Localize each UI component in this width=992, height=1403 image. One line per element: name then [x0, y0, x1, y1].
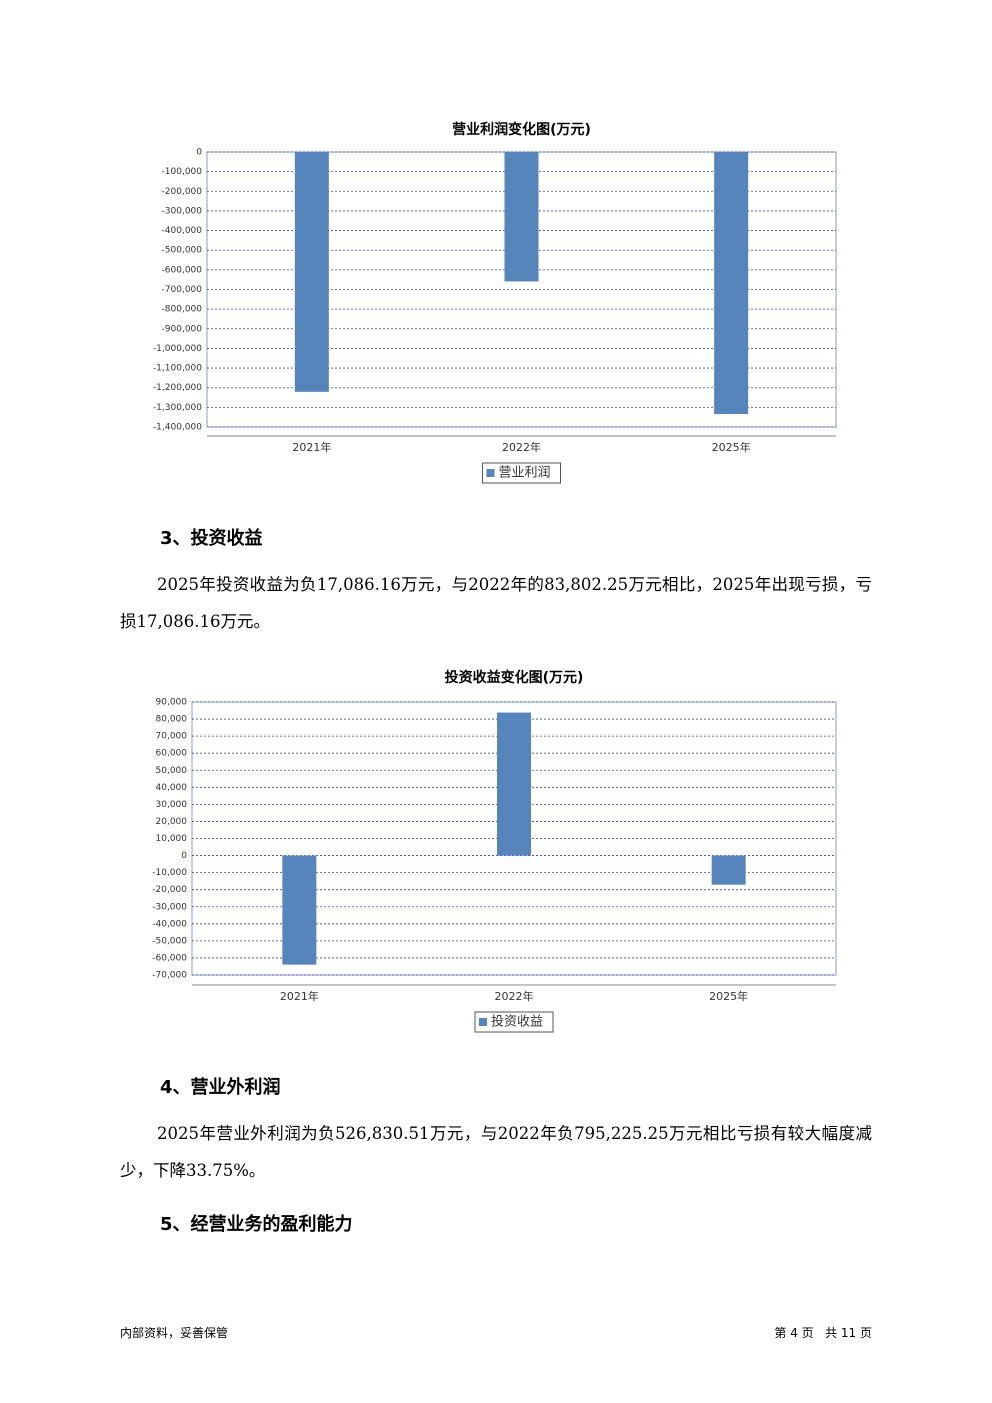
- bar: [504, 152, 539, 282]
- y-tick-label: -700,000: [162, 285, 203, 295]
- y-tick-label: -70,000: [152, 971, 187, 981]
- chart: 投资收益变化图(万元) 90,000 80,000 70,000 60,000 50,00…: [152, 669, 837, 1033]
- bar: [497, 712, 531, 856]
- legend-box: [482, 462, 561, 484]
- footer-left: 内部资料，妥善保管: [120, 1326, 229, 1340]
- y-tick-label: -200,000: [162, 187, 203, 197]
- legend-swatch: [486, 469, 495, 477]
- y-tick-label: -400,000: [162, 226, 203, 236]
- y-tick-label: -1,100,000: [153, 364, 202, 374]
- y-tick-label: 10,000: [156, 834, 188, 844]
- y-tick-label: 0: [181, 851, 187, 861]
- chart: 营业利润变化图(万元) 0 -100,000 -200,000 -300,000 -400…: [153, 121, 837, 484]
- y-tick-label: 50,000: [156, 766, 188, 776]
- legend-label: 营业利润: [499, 466, 551, 481]
- y-tick-label: 70,000: [156, 732, 188, 742]
- y-tick-label: -30,000: [152, 902, 187, 912]
- paragraph: 2025年投资收益为负17,086.16万元，与2022年的83,802.25万…: [120, 575, 872, 631]
- bar: [711, 855, 746, 885]
- legend-swatch: [479, 1018, 487, 1026]
- y-tick-label: 80,000: [156, 715, 188, 725]
- y-tick-label: -900,000: [162, 324, 203, 334]
- legend-box: [474, 1011, 554, 1033]
- y-tick-label: 30,000: [156, 800, 188, 810]
- x-tick-label: 2021年: [292, 440, 331, 454]
- bar: [294, 152, 329, 392]
- x-tick-label: 2025年: [709, 989, 748, 1003]
- chart-title: 营业利润变化图(万元): [452, 121, 591, 138]
- y-tick-label: 0: [196, 148, 202, 158]
- section-heading: 5、经营业务的盈利能力: [160, 1214, 353, 1235]
- y-tick-label: -1,300,000: [153, 403, 202, 413]
- y-tick-label: 60,000: [156, 749, 188, 759]
- section-heading: 3、投资收益: [160, 528, 263, 549]
- y-tick-label: 20,000: [156, 817, 188, 827]
- y-tick-label: -300,000: [162, 206, 203, 216]
- x-tick-label: 2021年: [280, 989, 319, 1003]
- y-tick-label: -1,400,000: [153, 423, 202, 433]
- y-tick-label: -100,000: [162, 167, 203, 177]
- chart-title: 投资收益变化图(万元): [445, 669, 584, 686]
- bar: [714, 152, 749, 415]
- y-tick-label: -10,000: [152, 868, 187, 878]
- bar: [282, 855, 317, 965]
- y-tick-label: -1,200,000: [153, 383, 202, 393]
- y-tick-label: -800,000: [162, 305, 203, 315]
- y-tick-label: -20,000: [152, 885, 187, 895]
- section-heading: 4、营业外利润: [160, 1077, 281, 1098]
- y-tick-label: -600,000: [162, 265, 203, 275]
- paragraph: 2025年营业外利润为负526,830.51万元，与2022年负795,225.…: [120, 1124, 872, 1180]
- y-tick-label: -500,000: [162, 246, 203, 256]
- y-tick-label: -60,000: [152, 953, 187, 963]
- y-tick-label: -50,000: [152, 936, 187, 946]
- legend-label: 投资收益: [491, 1014, 543, 1030]
- y-tick-label: 90,000: [156, 698, 188, 708]
- x-tick-label: 2022年: [495, 989, 534, 1003]
- y-tick-label: 40,000: [156, 783, 188, 793]
- x-tick-label: 2025年: [712, 440, 751, 454]
- x-tick-label: 2022年: [502, 440, 541, 454]
- footer-right: 第 4 页 共 11 页: [774, 1326, 872, 1340]
- y-tick-label: -40,000: [152, 919, 187, 929]
- y-tick-label: -1,000,000: [153, 344, 202, 354]
